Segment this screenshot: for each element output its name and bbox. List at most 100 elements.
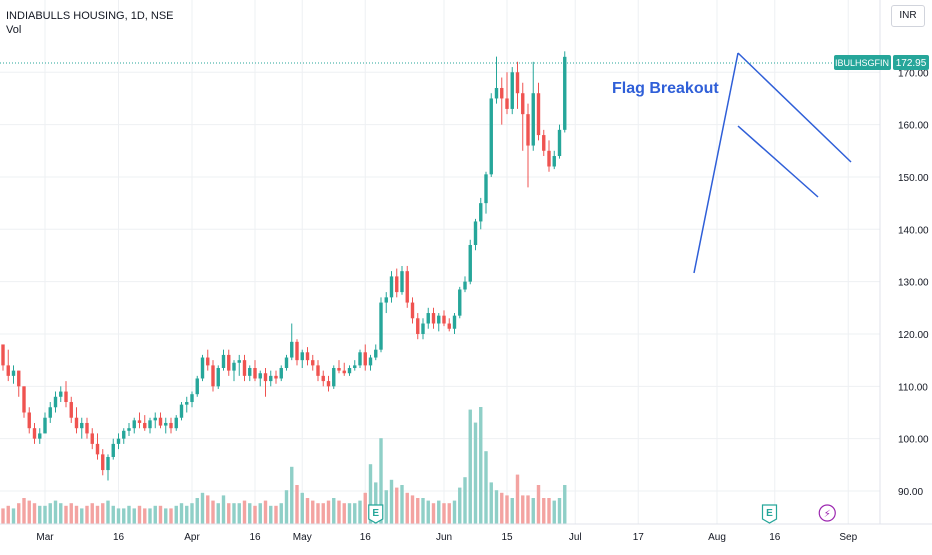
candle[interactable] xyxy=(122,428,126,444)
earnings-icon[interactable]: E xyxy=(761,504,778,524)
candle[interactable] xyxy=(248,365,252,382)
candle[interactable] xyxy=(137,412,142,429)
candle[interactable] xyxy=(316,360,320,382)
candle[interactable] xyxy=(426,307,430,329)
candle[interactable] xyxy=(17,370,21,397)
candle[interactable] xyxy=(101,449,105,476)
candle[interactable] xyxy=(395,268,399,298)
candle[interactable] xyxy=(143,415,147,431)
candle[interactable] xyxy=(342,362,346,376)
candle[interactable] xyxy=(195,375,199,397)
candle[interactable] xyxy=(479,197,483,230)
symbol-title[interactable]: INDIABULLS HOUSING, 1D, NSE xyxy=(6,10,174,22)
flagpole-line[interactable] xyxy=(693,52,739,274)
candle[interactable] xyxy=(337,360,341,374)
candle[interactable] xyxy=(389,271,394,303)
candle[interactable] xyxy=(379,297,383,353)
candle[interactable] xyxy=(311,354,315,371)
candle[interactable] xyxy=(552,150,556,170)
candle[interactable] xyxy=(458,286,462,319)
candle[interactable] xyxy=(232,360,236,382)
candle[interactable] xyxy=(106,454,110,481)
candle[interactable] xyxy=(526,103,530,188)
currency-button[interactable]: INR xyxy=(891,5,925,27)
candles[interactable] xyxy=(1,51,567,481)
candle[interactable] xyxy=(179,402,184,421)
candle[interactable] xyxy=(405,265,409,308)
candle[interactable] xyxy=(442,310,446,327)
candle[interactable] xyxy=(227,349,231,376)
candle[interactable] xyxy=(258,370,262,387)
candle[interactable] xyxy=(557,124,562,159)
candle[interactable] xyxy=(200,354,205,382)
candle[interactable] xyxy=(153,412,157,429)
candle[interactable] xyxy=(74,407,79,434)
candle[interactable] xyxy=(416,313,420,340)
candle[interactable] xyxy=(190,391,194,408)
candle[interactable] xyxy=(48,402,52,423)
candle[interactable] xyxy=(22,386,26,418)
event-markers[interactable]: E E ⚡ xyxy=(368,504,836,524)
candle[interactable] xyxy=(300,349,304,369)
candle[interactable] xyxy=(148,417,152,434)
candle[interactable] xyxy=(69,396,73,423)
candle[interactable] xyxy=(221,349,226,371)
candle[interactable] xyxy=(358,349,362,369)
candle[interactable] xyxy=(1,344,5,371)
candle[interactable] xyxy=(468,239,472,285)
candle[interactable] xyxy=(515,61,520,109)
candle[interactable] xyxy=(253,360,257,382)
candle[interactable] xyxy=(510,67,514,115)
candle[interactable] xyxy=(421,318,425,340)
candle[interactable] xyxy=(368,354,373,371)
candle[interactable] xyxy=(53,391,58,413)
candle[interactable] xyxy=(489,93,493,177)
candle[interactable] xyxy=(542,129,546,157)
candle[interactable] xyxy=(452,313,457,334)
candle[interactable] xyxy=(38,428,42,444)
candle[interactable] xyxy=(269,370,273,387)
candle[interactable] xyxy=(27,407,31,434)
candle[interactable] xyxy=(43,412,47,434)
candle[interactable] xyxy=(274,370,278,384)
candle[interactable] xyxy=(295,339,299,366)
candle[interactable] xyxy=(463,276,467,293)
price-axis[interactable]: 90.00 100.00 110.00 120.00 130.00 140.00 150.0… xyxy=(0,0,932,525)
candle[interactable] xyxy=(536,82,541,141)
candle[interactable] xyxy=(237,354,241,376)
candle[interactable] xyxy=(290,323,294,361)
candle[interactable] xyxy=(216,365,220,389)
candle[interactable] xyxy=(132,417,136,434)
candle[interactable] xyxy=(500,77,504,125)
candle[interactable] xyxy=(363,344,367,371)
candle[interactable] xyxy=(59,386,63,403)
candle[interactable] xyxy=(447,318,451,332)
flag-upper-line[interactable] xyxy=(737,52,852,163)
candle[interactable] xyxy=(494,56,499,104)
candle[interactable] xyxy=(521,82,525,151)
candle[interactable] xyxy=(6,349,10,382)
candle[interactable] xyxy=(484,171,488,214)
candle[interactable] xyxy=(326,375,331,392)
candle[interactable] xyxy=(384,292,388,314)
candle[interactable] xyxy=(431,307,436,329)
candle[interactable] xyxy=(284,354,289,371)
time-axis[interactable]: Mar 16 Apr 16 May 16 Jun 15 Jul 17 Aug 16 Sep xyxy=(36,532,857,543)
candle[interactable] xyxy=(90,428,94,450)
candle[interactable] xyxy=(410,297,415,324)
candle[interactable] xyxy=(531,61,535,151)
candle[interactable] xyxy=(400,265,404,295)
candle[interactable] xyxy=(116,433,121,450)
candle[interactable] xyxy=(95,433,100,460)
candle[interactable] xyxy=(206,349,210,371)
candle[interactable] xyxy=(547,140,551,172)
candle[interactable] xyxy=(185,396,189,413)
candle[interactable] xyxy=(85,417,89,439)
candle[interactable] xyxy=(11,365,16,384)
candle[interactable] xyxy=(437,313,441,332)
candle[interactable] xyxy=(353,360,357,371)
candle[interactable] xyxy=(347,365,352,376)
candle[interactable] xyxy=(111,438,115,460)
lightning-icon[interactable]: ⚡ xyxy=(818,504,836,522)
